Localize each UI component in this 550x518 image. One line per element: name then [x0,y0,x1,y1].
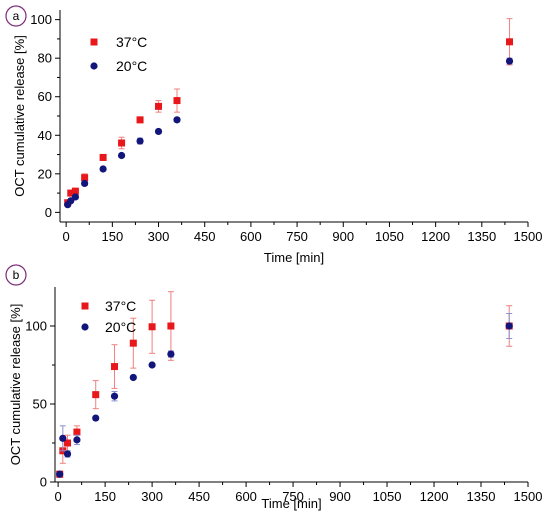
data-point-circle [110,392,119,400]
data-point-square [136,116,144,124]
data-point-square [67,189,75,197]
x-tick-label: 1350 [467,489,496,504]
data-point-circle [117,151,126,160]
y-axis-title: OCT cumulative release [%] [8,304,23,466]
x-tick-label: 1200 [421,229,450,244]
x-tick-label: 1050 [373,489,402,504]
legend-marker-square [81,302,89,310]
panel-label: b [13,268,20,282]
data-point-square [81,174,89,182]
x-tick-label: 0 [55,489,62,504]
series-circles [64,57,514,209]
data-point-circle [136,137,144,145]
data-point-circle [63,450,72,458]
data-point-square [148,323,156,331]
data-point-circle [167,350,175,358]
legend-label: 37°C [116,34,147,50]
data-point-circle [99,165,107,173]
x-tick-label: 150 [101,229,123,244]
data-point-square [173,97,181,105]
panel-label: a [13,9,20,23]
x-axis-title: Time [min] [264,250,324,265]
data-point-circle [59,434,67,442]
legend-marker-circle [81,323,89,331]
data-point-square [111,363,119,371]
x-tick-label: 750 [282,489,304,504]
x-tick-label: 600 [235,489,257,504]
y-axis-title: OCT cumulative release [%] [12,35,27,197]
data-point-circle [505,57,514,65]
data-point-circle [505,322,513,330]
data-point-square [129,339,137,347]
x-tick-label: 450 [194,229,216,244]
legend-marker-square [90,38,98,46]
data-point-square [155,102,163,110]
y-tick-label: 50 [33,397,47,412]
panel-a: a 0 150 300 450 600 750 900 1050 1200 1350 1500 0 20 4… [5,5,543,265]
y-tick-label: 80 [38,51,52,66]
x-tick-label: 1350 [467,229,496,244]
data-point-circle [73,436,81,444]
data-point-square [92,391,100,399]
data-point-square [64,439,72,447]
data-point-square [73,428,81,436]
y-tick-label: 20 [38,166,52,181]
y-tick-label: 60 [38,89,52,104]
x-tick-label: 750 [286,229,308,244]
panel-label-circle [5,264,27,286]
y-tick-label: 0 [40,475,47,490]
legend-label: 20°C [116,58,147,74]
data-point-circle [71,193,79,201]
x-axis-title: Time [min] [261,496,321,511]
data-point-square [118,139,126,147]
panel-b: b 0 150 300 450 600 750 900 1050 1200 1350 1500 0 50 1… [5,264,543,511]
y-tick-label: 100 [25,319,47,334]
y-tick-label: 40 [38,128,52,143]
x-tick-label: 1200 [420,489,449,504]
series-circles [56,313,513,478]
data-point-circle [154,127,163,136]
x-tick-label: 900 [329,489,351,504]
x-tick-label: 1050 [375,229,404,244]
data-point-circle [92,414,100,422]
x-tick-label: 900 [332,229,354,244]
data-point-circle [129,373,137,382]
legend-marker-circle [90,62,98,70]
x-tick-label: 1500 [514,489,543,504]
data-point-square [506,38,514,46]
legend-label: 20°C [105,319,136,335]
data-point-square [71,187,79,195]
data-point-square [99,153,107,161]
x-tick-label: 150 [94,489,116,504]
x-tick-label: 1500 [514,229,543,244]
panel-label-circle [5,5,27,27]
x-tick-label: 450 [188,489,210,504]
x-tick-label: 0 [63,229,70,244]
data-point-circle [81,179,89,188]
x-tick-label: 300 [148,229,170,244]
y-tick-label: 0 [45,205,52,220]
data-point-circle [148,361,156,369]
data-point-circle [173,116,181,124]
x-tick-label: 300 [141,489,163,504]
data-point-circle [56,470,64,478]
y-tick-label: 100 [30,12,52,27]
x-tick-label: 600 [240,229,262,244]
data-point-square [167,322,175,330]
legend-label: 37°C [105,298,136,314]
